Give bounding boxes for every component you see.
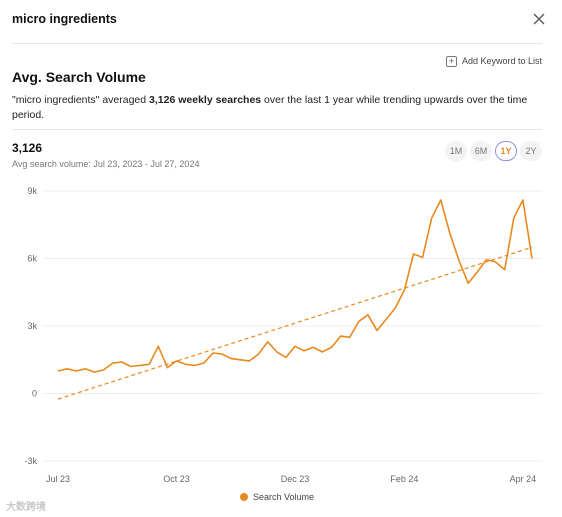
plus-icon: + (445, 55, 457, 67)
summary-bold: 3,126 weekly searches (149, 94, 262, 106)
summary-prefix: "micro ingredients" averaged (12, 94, 150, 106)
period-1m[interactable]: 1M (445, 141, 467, 161)
series-line-search-volume (57, 199, 533, 373)
section-title: Avg. Search Volume (12, 69, 146, 85)
y-tick-label: 9k (27, 186, 37, 196)
dialog-header: micro ingredients (12, 12, 550, 32)
trend-line (57, 246, 533, 400)
header-divider (12, 43, 542, 44)
y-axis: -3k 0 3k 6k 9k (24, 186, 37, 466)
x-tick-label: Jul 23 (46, 474, 70, 484)
legend-dot (240, 493, 248, 501)
summary-divider (12, 129, 542, 130)
summary-text: "micro ingredients" averaged 3,126 weekl… (12, 93, 547, 122)
x-tick-label: Apr 24 (510, 474, 537, 484)
add-keyword-button[interactable]: + Add Keyword to List (445, 53, 542, 69)
dialog-title: micro ingredients (12, 12, 117, 26)
search-volume-chart: -3k 0 3k 6k 9k Jul 23 Oct 23 Dec 23 Feb 24 Apr 2… (24, 186, 542, 484)
x-tick-label: Feb 24 (390, 474, 418, 484)
chart-legend[interactable]: Search Volume (240, 492, 314, 502)
x-tick-label: Oct 23 (163, 474, 190, 484)
date-range-text: Avg search volume: Jul 23, 2023 - Jul 27… (12, 159, 200, 169)
legend-label: Search Volume (253, 492, 315, 502)
avg-volume-value: 3,126 (12, 141, 43, 155)
close-icon[interactable] (532, 12, 546, 26)
summary-suffix: over the last 1 year while trending upwa… (12, 94, 528, 121)
watermark: 大数跨境 (6, 502, 46, 513)
y-tick-label: -3k (24, 456, 37, 466)
period-2y[interactable]: 2Y (520, 141, 542, 161)
x-tick-label: Dec 23 (281, 474, 310, 484)
y-tick-label: 0 (32, 389, 37, 399)
chart-grid (44, 190, 542, 462)
add-keyword-label: Add Keyword to List (461, 56, 542, 66)
series-group (57, 199, 533, 373)
y-tick-label: 3k (27, 321, 37, 331)
period-6m[interactable]: 6M (470, 141, 492, 161)
trend-line-group (57, 246, 533, 400)
period-selector: 1M 6M 1Y 2Y (445, 141, 542, 161)
y-tick-label: 6k (27, 254, 37, 264)
period-1y[interactable]: 1Y (495, 141, 517, 161)
